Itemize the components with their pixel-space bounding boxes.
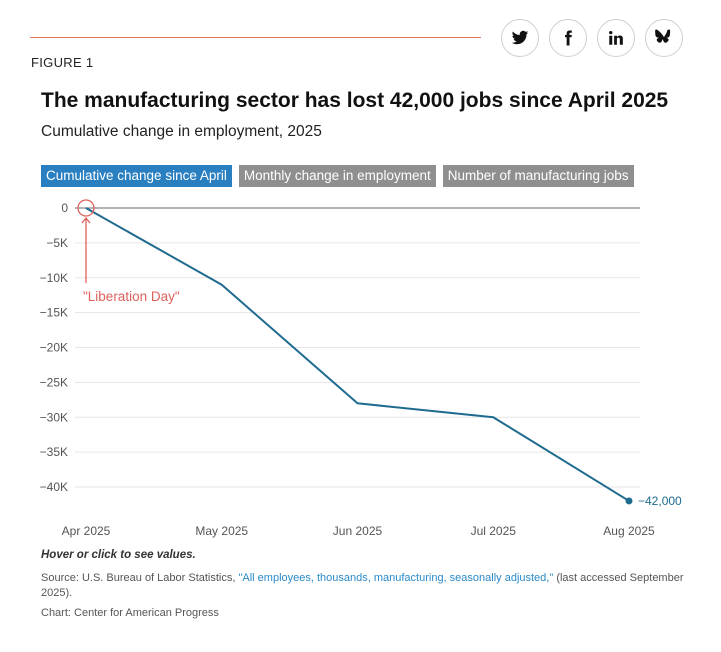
bluesky-icon [655, 29, 671, 43]
view-tabs: Cumulative change since April Monthly ch… [41, 165, 634, 187]
chart-title: The manufacturing sector has lost 42,000… [41, 89, 669, 112]
y-tick-label: −20K [40, 341, 68, 355]
source-text: Source: U.S. Bureau of Labor Statistics,… [41, 571, 691, 601]
y-tick-label: −25K [40, 375, 68, 389]
share-bluesky-button[interactable] [645, 19, 683, 57]
tab-monthly-change[interactable]: Monthly change in employment [238, 165, 436, 187]
y-tick-label: −30K [40, 410, 68, 424]
line-chart[interactable]: 0 −5K −10K −15K −20K −25K −30K −35K −40K Apr 2025… [0, 190, 721, 540]
facebook-icon [565, 30, 572, 46]
hover-note: Hover or click to see values. [41, 549, 196, 561]
x-tick-label: Jul 2025 [471, 524, 517, 538]
share-buttons [501, 19, 683, 57]
x-tick-label: May 2025 [195, 524, 248, 538]
twitter-icon [511, 30, 529, 45]
y-tick-label: −40K [40, 480, 68, 494]
annotation-label: "Liberation Day" [83, 289, 180, 304]
annotation-circle [77, 199, 95, 217]
share-facebook-button[interactable] [549, 19, 587, 57]
x-tick-label: Aug 2025 [603, 524, 655, 538]
header-rule [30, 37, 481, 38]
data-point[interactable] [625, 497, 633, 505]
end-value-label: −42,000 [638, 494, 682, 508]
y-tick-label: −5K [46, 236, 68, 250]
y-tick-label: 0 [61, 201, 68, 215]
linkedin-icon [609, 30, 623, 45]
share-linkedin-button[interactable] [597, 19, 635, 57]
annotation-arrowhead [81, 216, 91, 224]
y-tick-label: −15K [40, 306, 68, 320]
y-tick-label: −35K [40, 445, 68, 459]
x-tick-label: Jun 2025 [333, 524, 383, 538]
chart-credit: Chart: Center for American Progress [41, 607, 219, 619]
tab-manufacturing-jobs[interactable]: Number of manufacturing jobs [442, 165, 634, 187]
chart-subtitle: Cumulative change in employment, 2025 [41, 123, 322, 140]
source-link[interactable]: "All employees, thousands, manufacturing… [238, 572, 554, 584]
source-suffix: (last accessed September 2025). [41, 572, 684, 599]
tab-cumulative-change[interactable]: Cumulative change since April [41, 165, 232, 187]
y-tick-label: −10K [40, 271, 68, 285]
figure-label: FIGURE 1 [31, 55, 94, 70]
series-line [85, 207, 630, 502]
source-prefix: Source: U.S. Bureau of Labor Statistics, [41, 572, 239, 584]
x-tick-label: Apr 2025 [62, 524, 111, 538]
share-twitter-button[interactable] [501, 19, 539, 57]
